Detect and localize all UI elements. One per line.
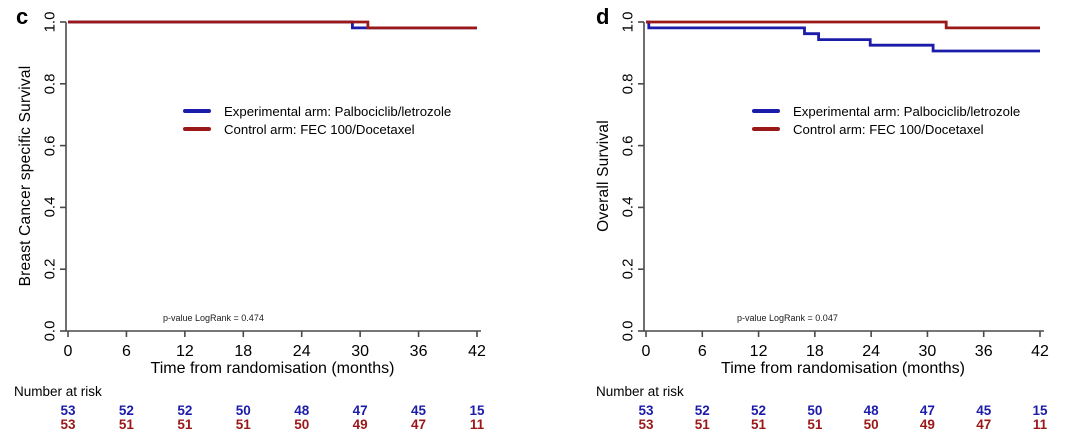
at-risk-count-experimental: 53 — [60, 403, 76, 418]
legend-item-experimental: Experimental arm: Palbociclib/letrozole — [183, 102, 451, 120]
y-tick-label: 0.0 — [41, 320, 59, 342]
at-risk-count-control: 53 — [60, 417, 76, 432]
at-risk-count-experimental: 52 — [694, 403, 710, 418]
legend-item-experimental: Experimental arm: Palbociclib/letrozole — [752, 102, 1020, 120]
at-risk-count-experimental: 50 — [807, 403, 823, 418]
y-tick-label: 0.8 — [619, 73, 637, 95]
at-risk-count-experimental: 15 — [469, 403, 485, 418]
x-tick-label: 12 — [175, 343, 194, 360]
at-risk-count-control: 51 — [235, 417, 251, 432]
x-tick-label: 18 — [234, 343, 253, 360]
at-risk-count-control: 50 — [294, 417, 310, 432]
at-risk-count-control: 53 — [638, 417, 654, 432]
at-risk-count-experimental: 52 — [751, 403, 767, 418]
at-risk-count-control: 51 — [177, 417, 193, 432]
control-line-swatch — [752, 127, 780, 131]
y-tick-label: 0.0 — [619, 320, 637, 342]
legend-label: Control arm: FEC 100/Docetaxel — [224, 121, 415, 137]
y-tick-label: 0.4 — [619, 196, 637, 218]
x-tick-label: 36 — [409, 343, 428, 360]
at-risk-count-experimental: 15 — [1032, 403, 1048, 418]
y-tick-label: 0.2 — [619, 258, 637, 280]
y-tick-label: 1.0 — [619, 11, 637, 33]
y-tick-label: 0.2 — [41, 258, 59, 280]
x-tick-label: 30 — [918, 343, 937, 360]
at-risk-count-experimental: 50 — [235, 403, 251, 418]
x-tick-label: 30 — [351, 343, 370, 360]
x-axis-title: Time from randomisation (months) — [721, 360, 965, 377]
pvalue-annotation: p-value LogRank = 0.047 — [737, 313, 838, 323]
y-tick-label: 0.6 — [619, 135, 637, 157]
panel-label-d: d — [596, 4, 610, 29]
experimental-line-swatch — [183, 109, 211, 113]
y-tick-label: 0.4 — [41, 196, 59, 218]
pvalue-annotation: p-value LogRank = 0.474 — [163, 313, 264, 323]
survival-plot-c — [60, 20, 481, 337]
legend-label: Experimental arm: Palbociclib/letrozole — [224, 103, 452, 119]
at-risk-count-experimental: 48 — [294, 403, 310, 418]
legend: Experimental arm: Palbociclib/letrozole … — [183, 102, 451, 138]
at-risk-count-control: 51 — [694, 417, 710, 432]
at-risk-count-control: 47 — [976, 417, 992, 432]
x-axis-title: Time from randomisation (months) — [150, 360, 395, 377]
km-curve-control — [68, 20, 477, 30]
at-risk-count-experimental: 52 — [118, 403, 134, 418]
experimental-line-swatch — [752, 109, 780, 113]
number-at-risk-label: Number at risk — [14, 384, 102, 399]
at-risk-count-control: 51 — [751, 417, 767, 432]
x-tick-label: 42 — [468, 343, 486, 360]
legend-item-control: Control arm: FEC 100/Docetaxel — [752, 120, 1020, 138]
y-axis-title: Breast Cancer specific Survival — [17, 65, 34, 287]
at-risk-count-experimental: 52 — [177, 403, 193, 418]
at-risk-count-experimental: 48 — [863, 403, 879, 418]
number-at-risk-label: Number at risk — [596, 384, 684, 399]
x-tick-label: 42 — [1031, 343, 1049, 360]
at-risk-count-experimental: 47 — [352, 403, 368, 418]
at-risk-count-control: 50 — [863, 417, 879, 432]
x-tick-label: 18 — [805, 343, 824, 360]
panel-label-c: c — [16, 4, 29, 29]
at-risk-count-control: 51 — [118, 417, 134, 432]
panel-c-breast-cancer-specific-survival: c Breast Cancer specific Survival Time f… — [14, 4, 486, 432]
at-risk-count-experimental: 53 — [638, 403, 654, 418]
legend-label: Control arm: FEC 100/Docetaxel — [793, 121, 984, 137]
legend: Experimental arm: Palbociclib/letrozole … — [752, 102, 1020, 138]
survival-plot-d — [638, 20, 1044, 337]
km-curve-control — [646, 20, 1040, 30]
at-risk-count-experimental: 45 — [411, 403, 427, 418]
legend-item-control: Control arm: FEC 100/Docetaxel — [183, 120, 451, 138]
axes — [643, 22, 1044, 332]
at-risk-count-control: 49 — [919, 417, 935, 432]
legend-label: Experimental arm: Palbociclib/letrozole — [793, 103, 1021, 119]
control-line-swatch — [183, 127, 211, 131]
at-risk-count-control: 11 — [1032, 417, 1048, 432]
x-tick-label: 6 — [121, 343, 131, 360]
x-tick-label: 24 — [292, 343, 311, 360]
at-risk-count-control: 51 — [807, 417, 823, 432]
at-risk-count-experimental: 47 — [919, 403, 935, 418]
x-tick-label: 36 — [974, 343, 993, 360]
y-axis-title: Overall Survival — [595, 120, 612, 232]
at-risk-count-experimental: 45 — [976, 403, 992, 418]
y-tick-label: 1.0 — [41, 11, 59, 33]
km-curve-experimental — [646, 20, 1040, 53]
axes — [65, 22, 481, 332]
at-risk-count-control: 11 — [469, 417, 485, 432]
y-tick-label: 0.6 — [41, 135, 59, 157]
x-tick-label: 6 — [697, 343, 707, 360]
x-tick-label: 12 — [749, 343, 768, 360]
at-risk-count-control: 47 — [411, 417, 427, 432]
x-tick-label: 0 — [63, 343, 73, 360]
x-tick-label: 24 — [862, 343, 881, 360]
y-tick-label: 0.8 — [41, 73, 59, 95]
x-tick-label: 0 — [641, 343, 651, 360]
panel-d-overall-survival: d Overall Survival Time from randomisati… — [540, 0, 1080, 444]
at-risk-count-control: 49 — [352, 417, 368, 432]
